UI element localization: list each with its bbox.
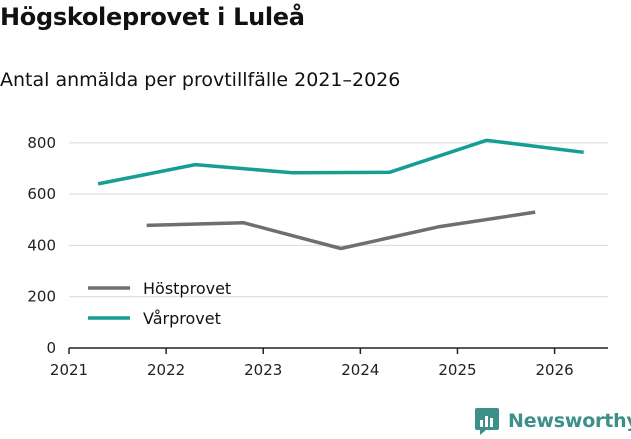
legend-label: Vårprovet: [143, 309, 221, 328]
series-line-varprovet: [97, 138, 584, 186]
y-tick-label: 400: [27, 236, 56, 254]
y-tick-label: 0: [46, 339, 56, 357]
x-tick-label: 2022: [147, 361, 185, 379]
chart-subtitle: Antal anmälda per provtillfälle 2021–202…: [0, 69, 401, 91]
x-tick-label: 2026: [535, 361, 573, 379]
legend-label: Höstprovet: [143, 279, 231, 298]
x-tick-label: 2021: [50, 361, 88, 379]
bar-chart-bubble-icon: [475, 408, 499, 435]
y-axis-ticks: 0 200 400 600 800: [27, 134, 56, 357]
x-axis: 2021 2022 2023 2024 2025 2026: [50, 347, 608, 379]
x-tick-label: 2023: [244, 361, 282, 379]
brand-name: Newsworthy: [508, 410, 631, 432]
chart-title: Högskoleprovet i Luleå: [0, 3, 305, 31]
gridlines: [69, 142, 608, 298]
y-tick-label: 200: [27, 288, 56, 306]
series-line-hostprovet: [146, 210, 536, 251]
x-tick-label: 2024: [341, 361, 379, 379]
newsworthy-brand: Newsworthy: [474, 407, 631, 435]
y-tick-label: 600: [27, 185, 56, 203]
legend: Höstprovet Vårprovet: [88, 279, 231, 328]
x-tick-label: 2025: [438, 361, 476, 379]
y-tick-label: 800: [27, 134, 56, 152]
series-lines: [97, 138, 584, 251]
line-chart: 0 200 400 600 800 2021 2022 2023 2024 2025 2026 H…: [27, 134, 608, 379]
